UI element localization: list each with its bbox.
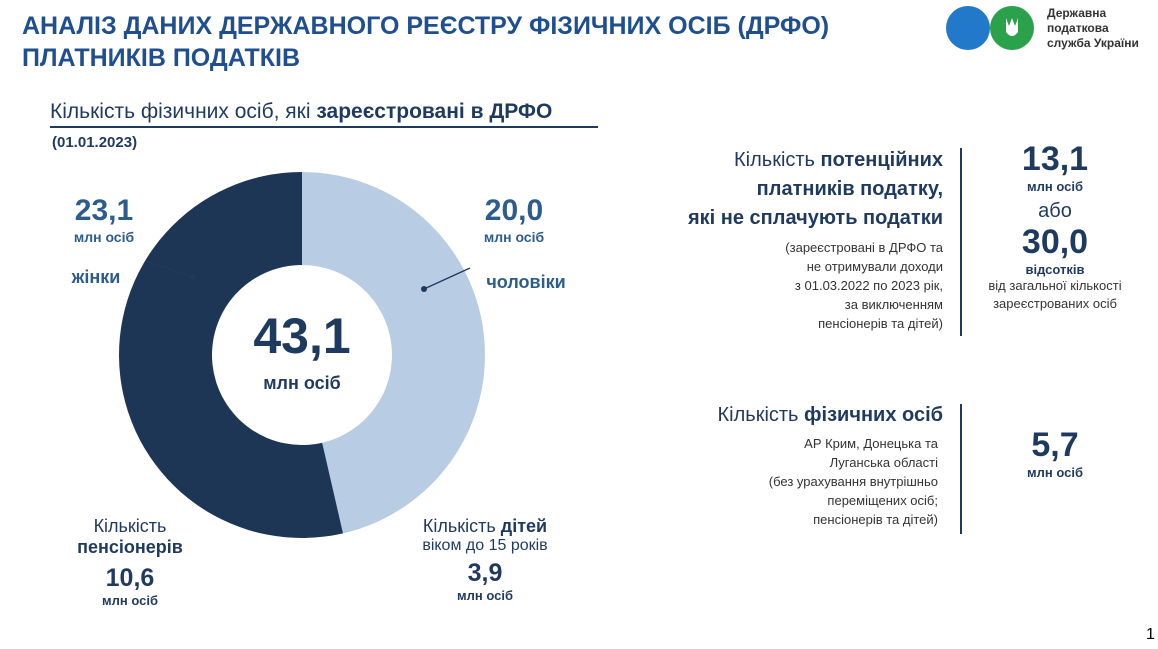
- heading-part: потенційних: [820, 149, 943, 171]
- block1-values: 13,1 млн осіб або 30,0 відсотків від заг…: [975, 140, 1135, 313]
- heading-part: фізичних осіб: [804, 404, 943, 426]
- heading-line: Кількість потенційних: [688, 146, 943, 175]
- leader-dot: [421, 286, 427, 292]
- donut-segment: [118, 172, 343, 538]
- note-part: дітей: [500, 516, 548, 536]
- center-value: 43,1: [253, 308, 350, 364]
- title-line: ПЛАТНИКІВ ПОДАТКІВ: [22, 44, 301, 72]
- pensioners-note: Кількість пенсіонерів 10,6 млн осіб: [40, 516, 220, 608]
- title-part: Кількість фізичних осіб, які: [50, 100, 311, 123]
- note-unit: млн осіб: [102, 593, 158, 608]
- block2-heading: Кількість фізичних осіб: [718, 404, 943, 427]
- note-line: переміщених осіб;: [827, 493, 938, 508]
- category-label: чоловіки: [486, 272, 565, 292]
- stat-unit: відсотків: [1025, 262, 1085, 277]
- note-line: пенсіонерів: [77, 537, 183, 557]
- stat-unit: млн осіб: [1027, 179, 1083, 194]
- block1-heading: Кількість потенційних платників податку,…: [688, 146, 943, 233]
- note-line: пенсіонерів та дітей): [813, 512, 938, 527]
- block2-note: АР Крим, Донецька та Луганська області (бе…: [769, 434, 938, 529]
- heading-part: Кількість: [717, 404, 799, 426]
- stat-value: 13,1: [1021, 140, 1089, 178]
- note-line: Кількість дітей: [400, 516, 570, 537]
- heading-line: які не сплачують податки: [688, 207, 943, 229]
- donut-chart: 20,0 млн осіб чоловіки 23,1 млн осіб жінки 43,…: [71, 172, 566, 538]
- stat-note: від загальної кількості: [988, 278, 1122, 293]
- note-line: не отримували доходи: [806, 259, 943, 274]
- divider: [960, 148, 962, 336]
- connector: або: [1038, 200, 1072, 222]
- stat-value: 5,7: [1031, 426, 1079, 464]
- note-line: віком до 15 років: [422, 537, 548, 554]
- value-label: 20,0: [485, 194, 543, 227]
- logo-line: служба України: [1047, 36, 1139, 50]
- logo-line: податкова: [1047, 21, 1109, 35]
- logo-text: Державна податкова служба України: [1047, 6, 1139, 51]
- donut-segment: [302, 172, 485, 534]
- note-line: з 01.03.2022 по 2023 рік,: [794, 278, 943, 293]
- heading-line: платників податку,: [756, 178, 943, 200]
- title-part: зареєстровані в ДРФО: [316, 100, 553, 123]
- chart-title: Кількість фізичних осіб, які зареєстрова…: [50, 100, 598, 128]
- stat-note: зареєстрованих осіб: [993, 296, 1117, 311]
- note-part: Кількість: [422, 516, 496, 536]
- heading-part: Кількість: [734, 149, 815, 171]
- stat-value: 30,0: [1021, 223, 1089, 261]
- block1-note: (зареєстровані в ДРФО та не отримували до…: [785, 238, 943, 333]
- note-line: (без урахування внутрішньо: [768, 474, 938, 489]
- page-number: 1: [1146, 626, 1155, 643]
- chart-subtitle: (01.01.2023): [52, 134, 138, 151]
- leader-line: [423, 267, 471, 290]
- note-line: Луганська області: [829, 455, 938, 470]
- children-note: Кількість дітей віком до 15 років 3,9 мл…: [400, 516, 570, 603]
- center-unit: млн осіб: [263, 373, 341, 393]
- value-label: 23,1: [75, 194, 133, 227]
- note-line: Кількість: [93, 516, 167, 536]
- note-value: 3,9: [467, 559, 503, 587]
- divider: [960, 404, 962, 534]
- note-line: (зареєстровані в ДРФО та: [785, 240, 943, 255]
- leader-line: [147, 261, 194, 278]
- page-title: АНАЛІЗ ДАНИХ ДЕРЖАВНОГО РЕЄСТРУ ФІЗИЧНИХ…: [22, 10, 829, 74]
- leader-dot: [190, 274, 196, 280]
- note-line: за виключенням: [844, 297, 943, 312]
- title-line: АНАЛІЗ ДАНИХ ДЕРЖАВНОГО РЕЄСТРУ ФІЗИЧНИХ…: [22, 12, 830, 40]
- stat-unit: млн осіб: [1027, 465, 1083, 480]
- note-line: АР Крим, Донецька та: [804, 436, 938, 451]
- logo: [946, 6, 1034, 50]
- note-value: 10,6: [105, 564, 155, 592]
- logo-line: Державна: [1047, 6, 1107, 20]
- category-label: жінки: [71, 267, 121, 287]
- note-unit: млн осіб: [457, 588, 513, 603]
- block2-values: 5,7 млн осіб: [975, 426, 1135, 480]
- value-unit: млн осіб: [484, 229, 545, 245]
- note-line: пенсіонерів та дітей): [818, 316, 943, 331]
- value-unit: млн осіб: [74, 229, 135, 245]
